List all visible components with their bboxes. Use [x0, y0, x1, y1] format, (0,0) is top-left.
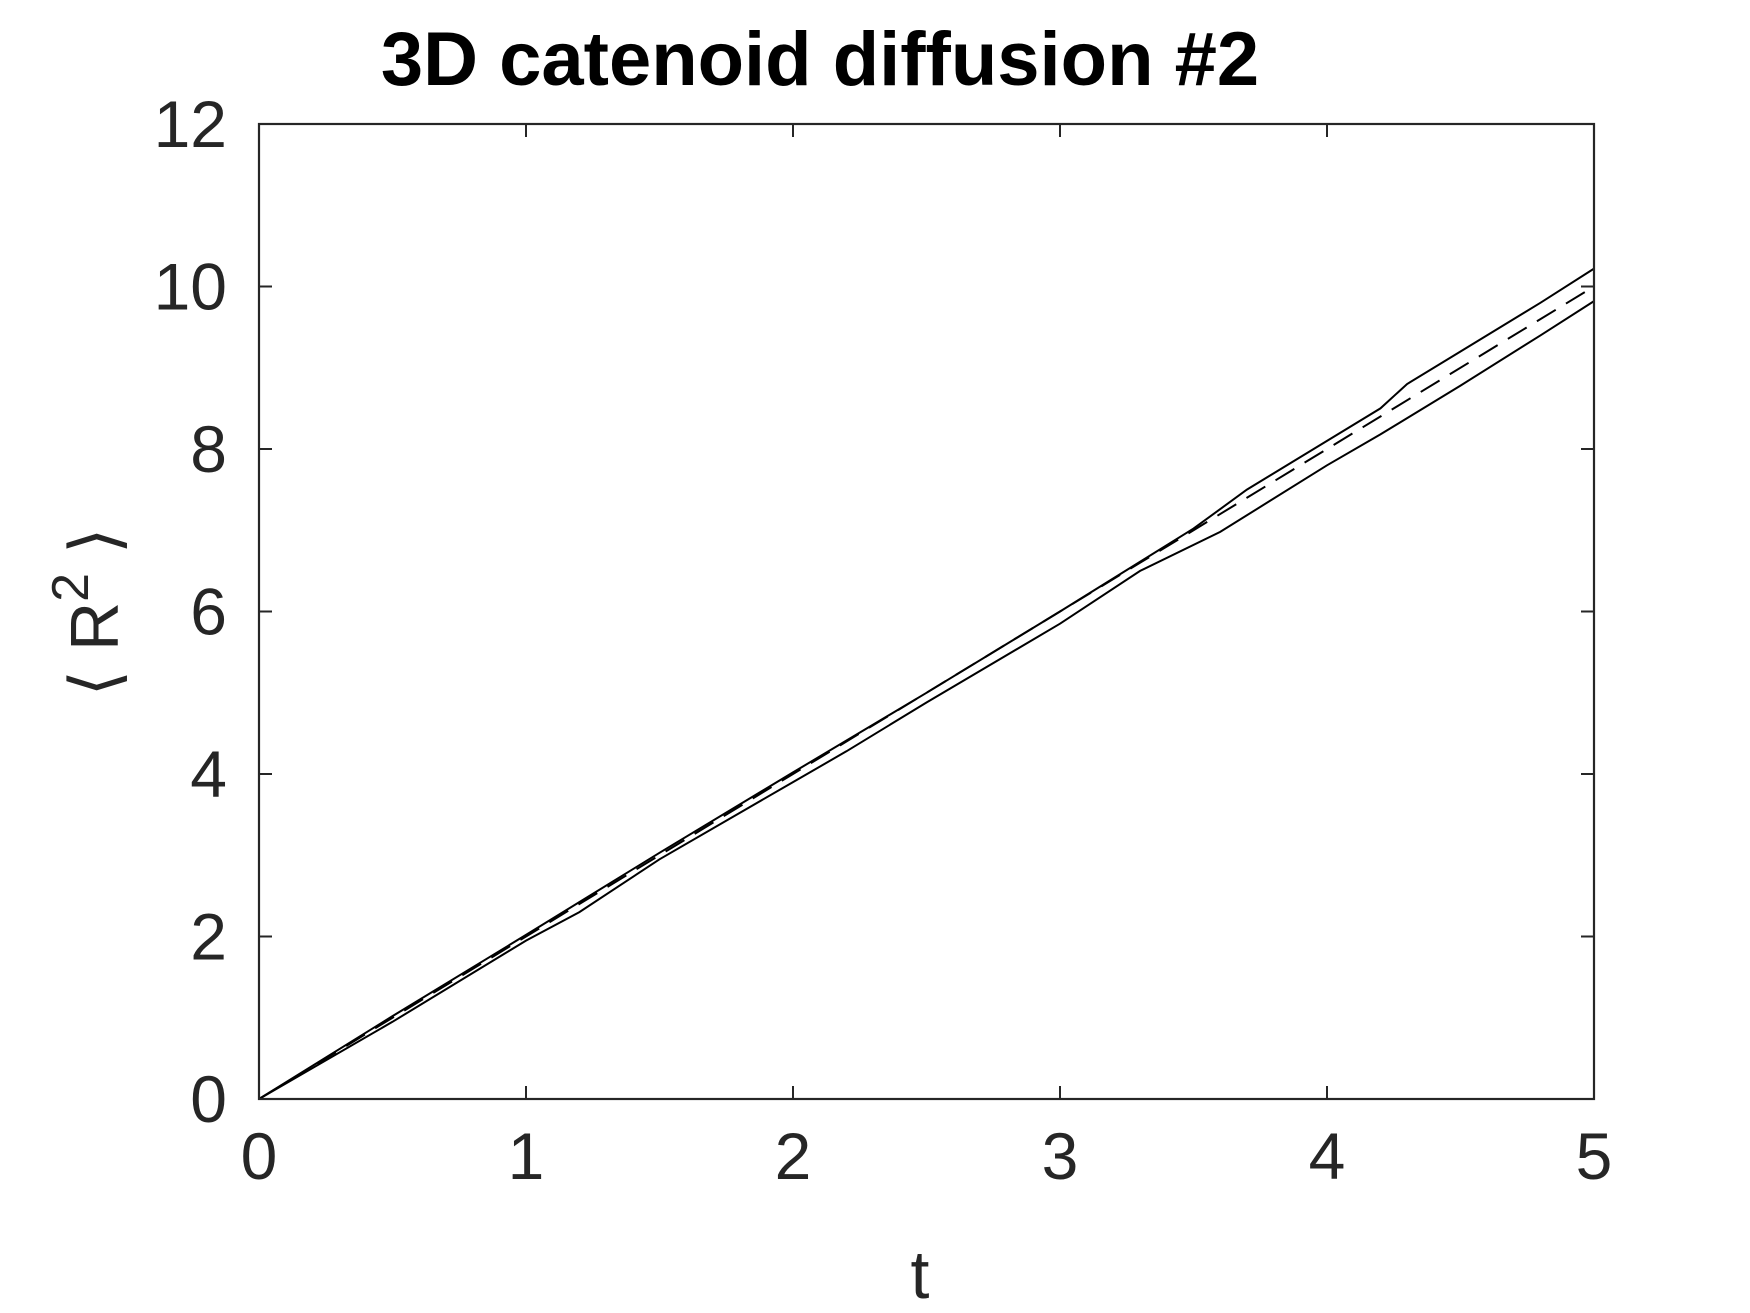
x-axis-label: t: [911, 1237, 930, 1313]
plot-area: [259, 124, 1594, 1099]
y-axis-label-base: R: [57, 602, 133, 651]
x-tick-label: 3: [1042, 1119, 1079, 1193]
y-tick-label: 4: [190, 737, 227, 811]
y-tick-label: 6: [190, 575, 227, 649]
y-tick-label: 0: [190, 1062, 227, 1136]
y-axis-label-close: ⟩: [57, 528, 133, 555]
x-tick-label: 5: [1576, 1119, 1613, 1193]
x-tick-label: 2: [775, 1119, 812, 1193]
svg-text:⟨ R2 ⟩: ⟨ R2 ⟩: [42, 528, 133, 697]
y-axis-label-open: ⟨: [57, 670, 133, 697]
series-line-2: [258, 300, 1595, 1100]
y-axis-label: ⟨ R2 ⟩: [42, 528, 133, 697]
y-axis-label-sup: 2: [42, 573, 100, 602]
y-tick-label: 2: [190, 900, 227, 974]
x-tick-label: 0: [241, 1119, 278, 1193]
series-line-1: [258, 267, 1595, 1100]
series-layer: [258, 267, 1595, 1100]
y-tick-label: 8: [190, 412, 227, 486]
x-tick-label: 4: [1309, 1119, 1346, 1193]
series-line-0: [258, 285, 1595, 1100]
y-tick-label: 12: [154, 87, 227, 161]
x-tick-label: 1: [508, 1119, 545, 1193]
y-tick-label: 10: [154, 250, 227, 324]
chart-title: 3D catenoid diffusion #2: [381, 17, 1259, 102]
